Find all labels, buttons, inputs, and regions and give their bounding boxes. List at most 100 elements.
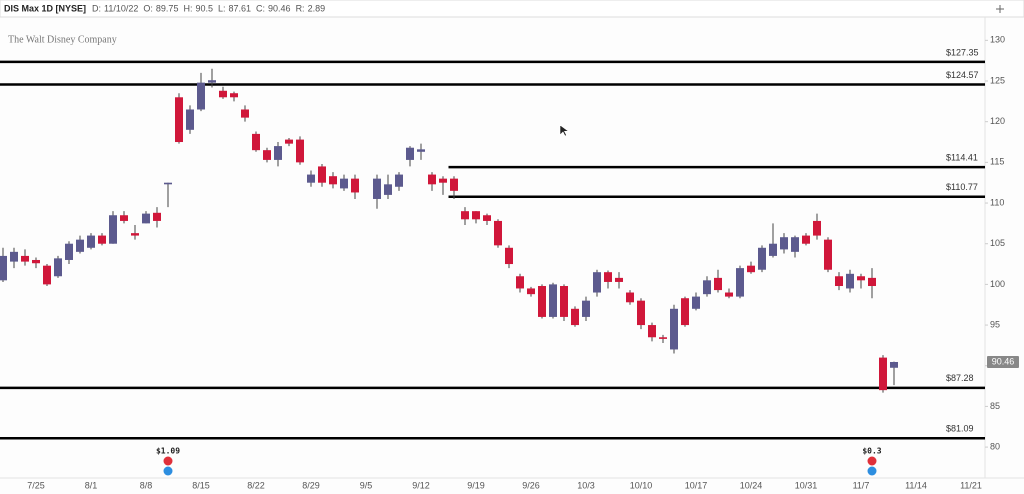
candle-body bbox=[472, 211, 480, 220]
field-label: H: bbox=[183, 3, 192, 13]
candle-body bbox=[769, 243, 777, 256]
candle-body bbox=[505, 247, 513, 265]
x-tick-label: 9/5 bbox=[360, 480, 373, 490]
level-label: $114.41 bbox=[946, 153, 978, 163]
candle-body bbox=[450, 178, 458, 191]
field-label: D: bbox=[92, 3, 101, 13]
candle-body bbox=[406, 147, 414, 160]
y-tick-label: 130 bbox=[990, 35, 1005, 45]
candle-body bbox=[802, 235, 810, 244]
level-label: $127.35 bbox=[946, 47, 979, 57]
field-value: 11/10/22 bbox=[104, 3, 138, 13]
candle-body bbox=[252, 133, 260, 151]
field-value: 90.5 bbox=[195, 3, 213, 13]
candle-body bbox=[0, 255, 7, 281]
field-label: R: bbox=[296, 3, 305, 13]
candle-body bbox=[43, 265, 51, 285]
level-label: $124.57 bbox=[946, 70, 979, 80]
header: DIS Max 1D [NYSE] D: 11/10/22 O: 89.75 H: 90.… bbox=[4, 3, 325, 13]
x-tick-label: 10/24 bbox=[740, 480, 763, 490]
candle-body bbox=[219, 90, 227, 98]
candle-body bbox=[417, 149, 425, 152]
candle-body bbox=[461, 211, 469, 220]
dividend-label: $1.09 bbox=[156, 447, 180, 456]
y-tick-label: 105 bbox=[990, 238, 1005, 248]
candle-body bbox=[164, 182, 172, 185]
x-tick-label: 9/26 bbox=[522, 480, 540, 490]
symbol: DIS Max 1D [NYSE] bbox=[4, 3, 86, 13]
candle-body bbox=[714, 277, 722, 291]
x-tick-label: 8/22 bbox=[247, 480, 265, 490]
candle-body bbox=[582, 300, 590, 317]
x-tick-label: 10/3 bbox=[577, 480, 595, 490]
candle-body bbox=[230, 93, 238, 98]
candle-body bbox=[373, 178, 381, 199]
x-tick-label: 10/10 bbox=[630, 480, 653, 490]
candle-body bbox=[868, 277, 876, 287]
candle-body bbox=[659, 337, 667, 339]
x-tick-label: 10/17 bbox=[685, 480, 708, 490]
candle-body bbox=[21, 255, 29, 262]
x-tick-label: 11/7 bbox=[853, 480, 870, 490]
x-tick-label: 8/8 bbox=[140, 480, 153, 490]
candle-body bbox=[109, 215, 117, 244]
candle-body bbox=[296, 139, 304, 163]
candle-body bbox=[98, 235, 106, 244]
x-tick-label: 7/25 bbox=[27, 480, 45, 490]
candle-body bbox=[76, 239, 84, 252]
candle-body bbox=[307, 174, 315, 183]
settings-icon[interactable] bbox=[996, 5, 1004, 13]
level-label: $81.09 bbox=[946, 424, 974, 434]
candle-body bbox=[593, 272, 601, 293]
y-tick-label: 115 bbox=[990, 157, 1004, 167]
price-tag bbox=[987, 355, 1019, 368]
candle-body bbox=[285, 139, 293, 144]
candle-body bbox=[571, 308, 579, 326]
y-tick-label: 120 bbox=[990, 116, 1005, 126]
field-label: O: bbox=[143, 3, 153, 13]
candle-body bbox=[10, 251, 18, 262]
dividend-icon bbox=[867, 456, 877, 466]
candle-body bbox=[186, 109, 194, 130]
candle-body bbox=[384, 184, 392, 195]
candle-body bbox=[615, 277, 623, 282]
field-value: 2.89 bbox=[308, 3, 326, 13]
level-label: $87.28 bbox=[946, 373, 974, 383]
candle-body bbox=[670, 308, 678, 350]
x-tick-label: 8/15 bbox=[192, 480, 210, 490]
candle-body bbox=[692, 296, 700, 309]
dividend-label: $0.3 bbox=[862, 447, 881, 456]
candle-body bbox=[439, 178, 447, 183]
x-tick-label: 9/19 bbox=[467, 480, 485, 490]
candle-body bbox=[54, 258, 62, 277]
x-tick-label: 8/1 bbox=[85, 480, 98, 490]
candle-body bbox=[725, 292, 733, 297]
candle-body bbox=[835, 276, 843, 287]
candle-body bbox=[681, 298, 689, 326]
y-tick-label: 100 bbox=[990, 279, 1005, 289]
dividend-icon bbox=[163, 456, 173, 466]
candle-body bbox=[824, 239, 832, 270]
candle-body bbox=[175, 97, 183, 143]
candle-body bbox=[637, 300, 645, 326]
candle-body bbox=[483, 215, 491, 221]
candle-body bbox=[780, 237, 788, 250]
candle-body bbox=[791, 237, 799, 252]
candle-body bbox=[329, 176, 337, 185]
candle-body bbox=[153, 212, 161, 221]
candle-body bbox=[241, 109, 249, 118]
x-tick-label: 11/21 bbox=[960, 480, 982, 490]
candle-body bbox=[527, 288, 535, 295]
candle-body bbox=[32, 259, 40, 264]
candle-body bbox=[65, 243, 73, 260]
field-value: 89.75 bbox=[156, 3, 179, 13]
x-tick-label: 11/14 bbox=[905, 480, 927, 490]
candle-body bbox=[703, 280, 711, 295]
y-tick-label: 95 bbox=[990, 319, 1000, 329]
candle-body bbox=[758, 247, 766, 270]
candle-body bbox=[560, 286, 568, 317]
x-tick-label: 8/29 bbox=[302, 480, 320, 490]
candle-body bbox=[197, 82, 205, 110]
candle-body bbox=[604, 272, 612, 282]
field-label: L: bbox=[218, 3, 226, 13]
